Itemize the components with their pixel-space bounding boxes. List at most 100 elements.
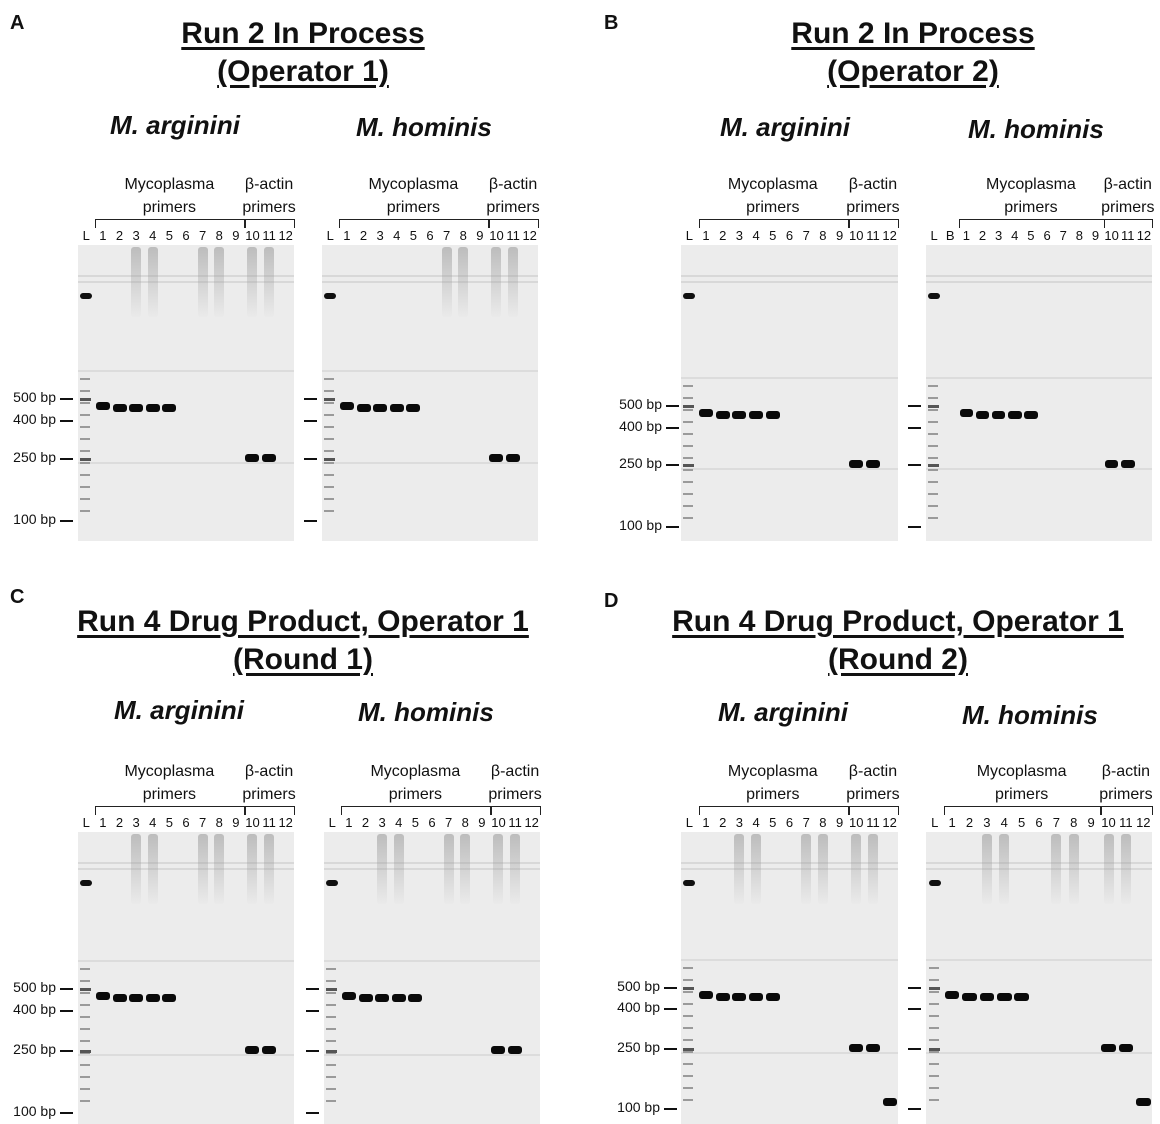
lane-label: 4	[395, 815, 403, 830]
actin-bracket	[244, 806, 296, 815]
pcr-band	[95, 992, 110, 1000]
pcr-band	[944, 991, 960, 999]
actin-band	[262, 1046, 277, 1054]
lane-label: 6	[1043, 228, 1051, 243]
ladder-500-band	[928, 987, 940, 990]
gel-well-line	[78, 862, 294, 864]
ladder-band	[928, 421, 939, 423]
ladder-top-band	[80, 880, 93, 886]
ladder-band	[683, 385, 694, 387]
ladder-band	[928, 409, 939, 411]
lane-label: 9	[1087, 815, 1095, 830]
ladder-band	[683, 433, 694, 435]
ladder-band	[326, 1100, 337, 1102]
smear	[393, 834, 404, 904]
lane-label: 1	[345, 815, 353, 830]
size-tick	[664, 1008, 677, 1010]
smear	[1068, 834, 1079, 904]
gel-well-line	[926, 862, 1152, 864]
panel-subtitle: (Operator 1)	[217, 55, 389, 88]
smear	[214, 834, 225, 904]
ladder-band	[80, 498, 91, 500]
mycoplasma-primers-label: Mycoplasma primers	[368, 176, 459, 216]
smear	[491, 247, 502, 317]
lane-label: 11	[866, 228, 880, 243]
size-tick	[60, 988, 73, 990]
lane-label: 1	[948, 815, 956, 830]
actin-primers-label: β-actin primers	[486, 176, 540, 216]
size-marker-label: 100 bp	[13, 1103, 56, 1119]
size-tick	[60, 458, 73, 460]
ladder-band	[80, 992, 91, 994]
ladder-band	[324, 426, 335, 428]
lane-label: 6	[426, 228, 434, 243]
smear	[867, 834, 878, 904]
mycoplasma-primers-label: Mycoplasma primers	[727, 763, 818, 803]
ladder-band	[324, 510, 335, 512]
ladder-band	[80, 378, 91, 380]
gel-divider	[681, 1052, 898, 1054]
smear	[131, 247, 142, 317]
size-marker-label: 100 bp	[617, 1099, 660, 1115]
ladder-band	[683, 1099, 694, 1101]
size-tick	[60, 520, 73, 522]
lane-label: 10	[1104, 228, 1119, 243]
lane-label: 12	[882, 815, 897, 830]
lane-label: 6	[785, 228, 794, 243]
lane-label: 4	[1000, 815, 1008, 830]
ladder-band	[326, 992, 337, 994]
lane-label: 10	[245, 228, 260, 243]
ladder-top-band	[928, 880, 941, 886]
ladder-500-band	[80, 398, 92, 401]
ladder-band	[324, 474, 335, 476]
lane-label: L	[82, 228, 90, 243]
pcr-band	[699, 409, 714, 417]
size-marker-label: 250 bp	[619, 455, 662, 471]
ladder-500-band	[80, 988, 92, 991]
lane-label: 2	[115, 815, 124, 830]
pcr-band	[1014, 993, 1029, 1001]
actin-band	[245, 1046, 260, 1054]
pcr-band	[375, 994, 390, 1002]
lane-label: 2	[719, 228, 727, 243]
lane-label: 7	[1059, 228, 1067, 243]
pcr-band	[715, 411, 730, 419]
panel-title: Run 4 Drug Product, Operator 1	[77, 605, 529, 638]
size-tick	[666, 405, 679, 407]
size-marker-label: 100 bp	[619, 517, 662, 533]
lane-label: 11	[262, 228, 276, 243]
pcr-band	[732, 411, 747, 419]
ladder-band	[683, 397, 694, 399]
ladder-band	[326, 1016, 337, 1018]
lane-label: 12	[278, 228, 293, 243]
pcr-band	[406, 404, 421, 412]
ladder-band	[326, 1040, 337, 1042]
lane-label: 8	[459, 228, 467, 243]
lane-label: 3	[376, 228, 384, 243]
species-left: M. arginini	[718, 697, 848, 727]
ladder-band	[928, 1063, 939, 1065]
size-tick	[908, 405, 921, 407]
mycoplasma-bracket	[698, 806, 850, 815]
pcr-band	[373, 404, 388, 412]
lane-label: 12	[882, 228, 897, 243]
lane-label: 8	[819, 228, 827, 243]
ladder-band	[80, 1088, 91, 1090]
pcr-band	[765, 411, 780, 419]
lane-label: 11	[508, 815, 522, 830]
actin-bracket	[848, 806, 900, 815]
ladder-band	[928, 505, 939, 507]
ladder-band	[928, 1039, 939, 1041]
size-tick	[666, 526, 679, 528]
ladder-band	[324, 402, 335, 404]
lane-label: 5	[165, 228, 173, 243]
size-marker-label: 400 bp	[619, 418, 662, 434]
mycoplasma-primers-label: Mycoplasma primers	[986, 176, 1076, 216]
pcr-band	[959, 409, 974, 417]
gel-well-line	[926, 275, 1152, 277]
lane-label: 4	[752, 815, 760, 830]
pcr-band	[145, 404, 160, 412]
ladder-band	[683, 445, 694, 447]
ladder-250-band	[683, 1048, 695, 1051]
pcr-band	[765, 993, 780, 1001]
